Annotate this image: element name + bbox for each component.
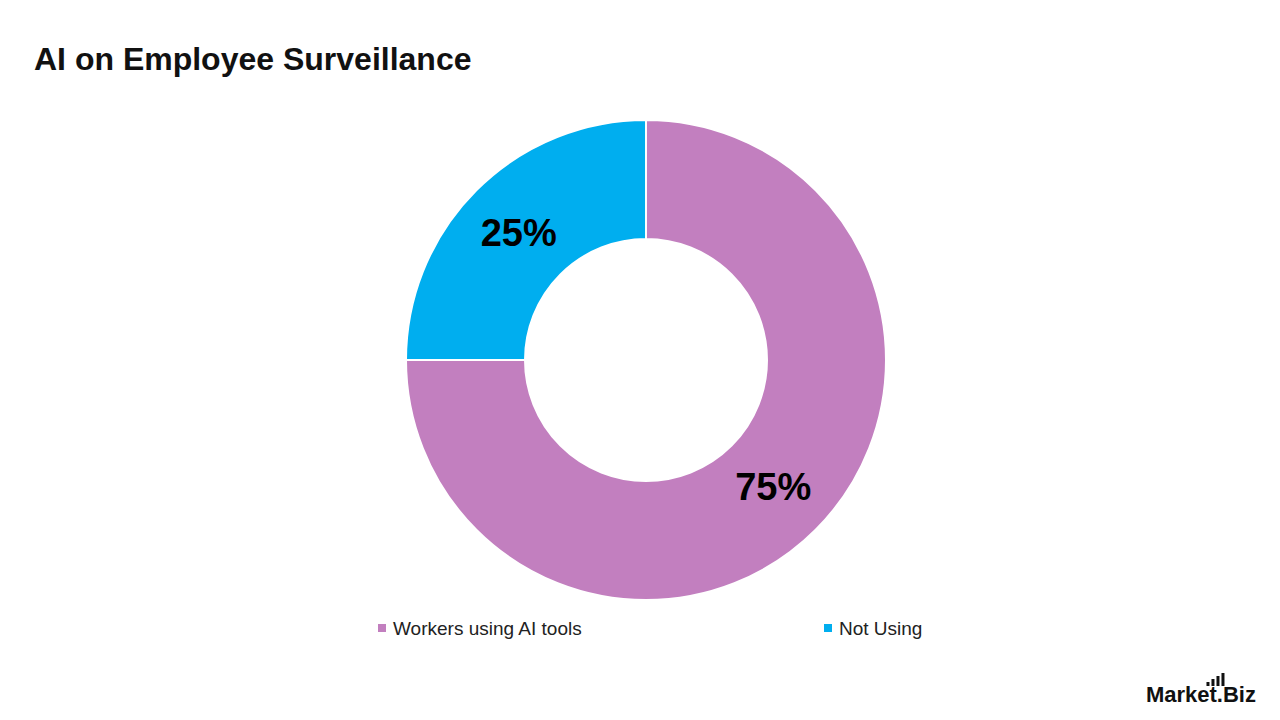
data-label: 25% xyxy=(481,212,557,254)
legend-label: Workers using AI tools xyxy=(393,618,582,639)
logo-text: Market.Biz xyxy=(1146,682,1256,707)
slice xyxy=(406,120,646,360)
donut xyxy=(406,120,886,600)
logo-bar xyxy=(1216,676,1219,686)
legend-label: Not Using xyxy=(839,618,922,639)
logo-bar xyxy=(1221,673,1224,686)
logo-bar xyxy=(1211,679,1214,686)
logo: Market.Biz xyxy=(1146,673,1256,707)
logo-bar xyxy=(1206,682,1209,686)
legend-swatch xyxy=(824,624,832,632)
data-labels: 75% 25% xyxy=(481,212,812,509)
slice xyxy=(406,120,886,600)
legend-swatch xyxy=(378,624,386,632)
legend: Workers using AI tools Not Using xyxy=(378,618,922,639)
chart-title: AI on Employee Surveillance xyxy=(34,41,471,77)
chart-svg: AI on Employee Surveillance 75% 25% Workers… xyxy=(0,0,1280,720)
data-label: 75% xyxy=(735,466,811,508)
